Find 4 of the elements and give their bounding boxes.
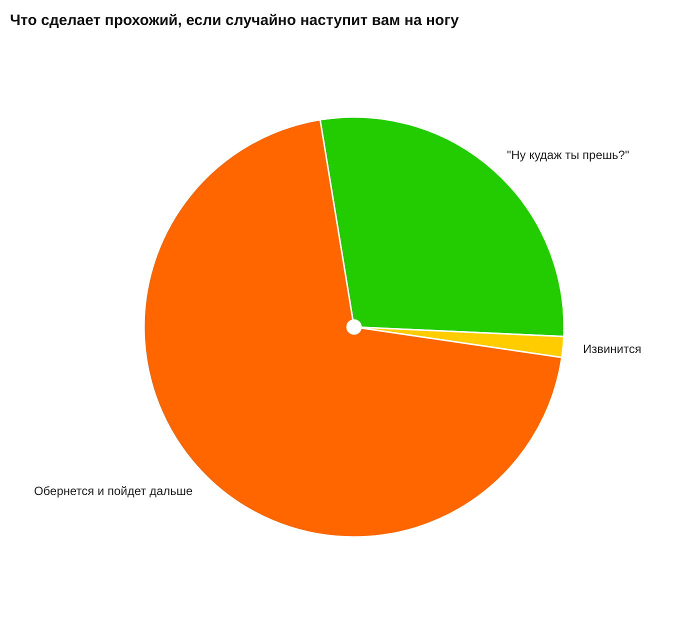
chart-title: Что сделает прохожий, если случайно наступит вам на ногу xyxy=(10,12,459,29)
slice-label: Обернется и пойдет дальше xyxy=(34,484,194,498)
slice-label: Извинится xyxy=(582,342,642,356)
slice-label: "Ну кудаж ты прешь?" xyxy=(506,148,630,162)
